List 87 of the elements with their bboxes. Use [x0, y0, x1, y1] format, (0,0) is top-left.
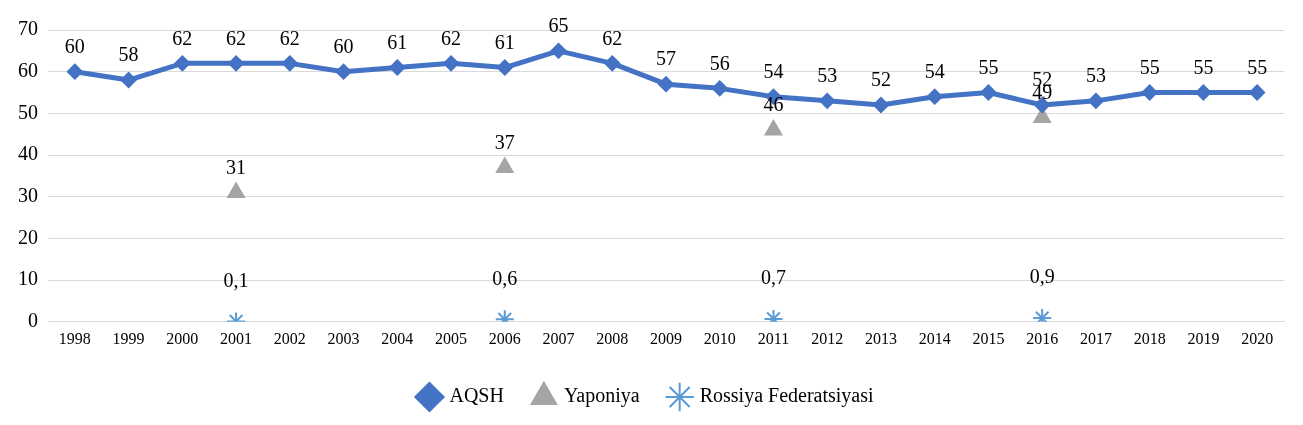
x-tick-label: 2001 [220, 329, 253, 347]
y-tick-label: 0 [28, 309, 38, 332]
data-label: 31 [226, 155, 247, 178]
point [495, 157, 514, 174]
point [281, 55, 298, 72]
point [872, 97, 889, 114]
point [1249, 84, 1266, 101]
x-tick-label: 2010 [703, 329, 736, 347]
data-label: 0,9 [1029, 265, 1055, 288]
x-tick-label: 2002 [273, 329, 306, 347]
point [1141, 84, 1158, 101]
x-tick-label: 2013 [864, 329, 897, 347]
point [66, 63, 83, 80]
x-tick-label: 2020 [1241, 329, 1274, 347]
data-label: 62 [441, 26, 462, 49]
data-label: 62 [602, 26, 623, 49]
point [658, 76, 674, 93]
point [1195, 84, 1212, 101]
point [1087, 92, 1104, 109]
x-tick-label: 1998 [58, 329, 91, 347]
point [819, 92, 836, 109]
data-label: 55 [1193, 55, 1214, 78]
x-tick-label: 2004 [381, 329, 414, 347]
point [604, 55, 621, 72]
x-tick-label: 2011 [757, 329, 790, 347]
point [550, 42, 567, 59]
point [335, 63, 352, 80]
point [389, 59, 406, 76]
y-tick-label: 10 [18, 267, 38, 290]
y-tick-label: 30 [18, 183, 38, 206]
y-tick-label: 70 [18, 17, 38, 40]
x-tick-label: 2018 [1133, 329, 1166, 347]
data-label: 58 [118, 43, 139, 66]
point [711, 80, 728, 97]
y-tick-label: 40 [18, 142, 38, 165]
y-tick-label: 50 [18, 100, 38, 123]
x-tick-label: 1999 [112, 329, 145, 347]
x-tick-label: 2000 [166, 329, 199, 347]
point [980, 84, 997, 101]
data-label: 0,1 [223, 268, 249, 291]
data-label: 37 [494, 130, 515, 153]
x-tick-label: 2008 [596, 329, 629, 347]
data-label: 52 [870, 68, 891, 91]
point [227, 182, 245, 199]
data-label: 62 [279, 26, 300, 49]
data-label: 57 [656, 47, 676, 70]
y-tick-label: 60 [18, 58, 38, 81]
data-label: 0,7 [760, 266, 786, 289]
data-label: 61 [494, 30, 515, 53]
data-label: 55 [978, 55, 999, 78]
data-label: 54 [924, 59, 945, 82]
x-tick-label: 2003 [327, 329, 360, 347]
data-label: 65 [548, 14, 569, 37]
point [228, 55, 245, 72]
x-tick-label: 2017 [1079, 329, 1112, 347]
x-tick-label: 2006 [488, 329, 521, 347]
data-label: 62 [172, 26, 193, 49]
data-label: 46 [763, 93, 784, 116]
x-tick-label: 2019 [1187, 329, 1220, 347]
x-tick-label: 2005 [435, 329, 468, 347]
y-tick-label: 20 [18, 225, 38, 248]
data-label: 62 [226, 26, 247, 49]
x-tick-label: 2012 [811, 329, 844, 347]
point [496, 59, 513, 76]
point [764, 120, 783, 136]
x-tick-label: 2007 [542, 329, 575, 347]
data-label: 60 [333, 34, 354, 57]
data-label: 53 [817, 64, 838, 87]
point [926, 88, 943, 105]
data-label: 61 [387, 30, 408, 53]
data-label: 60 [64, 34, 85, 57]
data-label: 56 [709, 51, 730, 74]
data-label: 55 [1139, 55, 1160, 78]
x-tick-label: 2016 [1026, 329, 1059, 347]
data-label: 54 [763, 59, 784, 82]
legend-label: Yaponiya [563, 384, 640, 408]
x-tick-label: 2014 [918, 329, 951, 347]
point [174, 55, 191, 72]
x-tick-label: 2009 [650, 329, 682, 347]
legend-label: Rossiya Federatsiyasi [699, 384, 874, 408]
data-label: 53 [1085, 64, 1106, 87]
point [120, 72, 137, 89]
data-label: 55 [1247, 55, 1268, 78]
legend-label: AQSH [449, 384, 504, 407]
data-label: 0,6 [492, 266, 518, 289]
x-tick-label: 2015 [972, 329, 1005, 347]
point [443, 55, 460, 72]
